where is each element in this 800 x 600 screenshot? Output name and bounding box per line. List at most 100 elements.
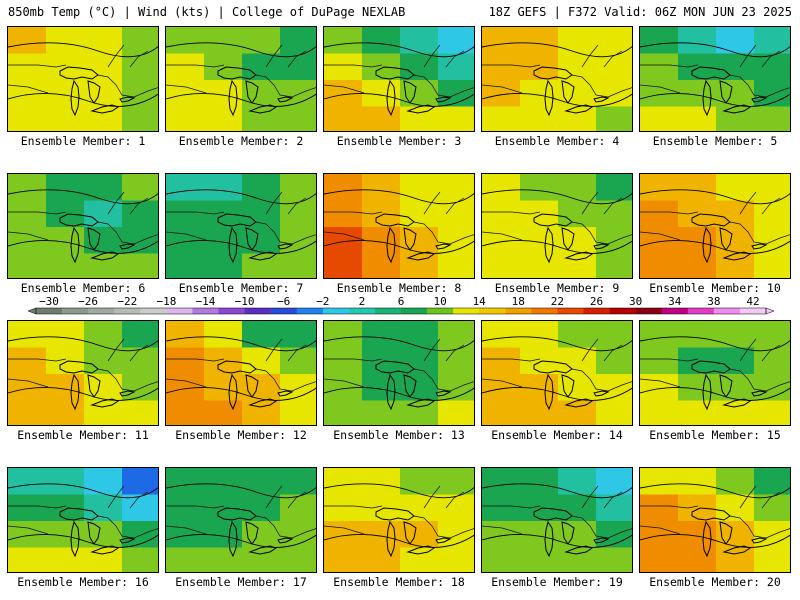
great-lakes-outline bbox=[435, 537, 452, 544]
geopotential-contour bbox=[482, 387, 632, 401]
temperature-cell bbox=[520, 106, 559, 131]
temperature-cell bbox=[558, 400, 597, 425]
state-border bbox=[571, 74, 632, 98]
temperature-cell bbox=[640, 253, 679, 278]
state-border bbox=[603, 50, 623, 68]
colorbar-tick-label: −26 bbox=[78, 296, 98, 308]
temperature-cell bbox=[46, 200, 85, 228]
temperature-cell bbox=[400, 347, 439, 375]
great-lakes-outline bbox=[70, 226, 80, 264]
temperature-cell bbox=[84, 547, 123, 572]
colorbar-bin bbox=[609, 308, 636, 314]
great-lakes-outline bbox=[564, 398, 594, 408]
temperature-cell bbox=[204, 174, 243, 202]
temperature-cell bbox=[482, 547, 521, 572]
temperature-cell bbox=[558, 227, 597, 255]
colorbar-tick-label: 6 bbox=[398, 296, 405, 308]
temperature-cell bbox=[84, 400, 123, 425]
state-border bbox=[8, 84, 49, 94]
state-border bbox=[739, 338, 757, 362]
colorbar-bin bbox=[322, 308, 350, 314]
great-lakes-outline bbox=[245, 521, 259, 545]
temperature-cell bbox=[482, 106, 521, 131]
temperature-cell bbox=[640, 174, 679, 202]
colorbar-bin bbox=[453, 308, 480, 314]
temperature-cell bbox=[520, 174, 559, 202]
geopotential-contour bbox=[8, 93, 158, 107]
temperature-map bbox=[640, 321, 790, 425]
great-lakes-outline bbox=[702, 520, 712, 558]
great-lakes-outline bbox=[403, 227, 417, 251]
temperature-cell bbox=[596, 468, 632, 496]
state-border bbox=[445, 197, 465, 215]
state-border bbox=[571, 515, 632, 539]
temperature-cell bbox=[204, 53, 243, 81]
great-lakes-outline bbox=[245, 227, 259, 251]
geopotential-contour bbox=[482, 93, 632, 107]
colorbar-bin bbox=[557, 308, 584, 314]
temperature-cell bbox=[678, 53, 717, 81]
state-border bbox=[423, 44, 441, 68]
temperature-cell bbox=[122, 174, 158, 202]
ensemble-member-panel bbox=[639, 467, 791, 573]
great-lakes-outline bbox=[248, 104, 278, 114]
ensemble-member-label: Ensemble Member: 18 bbox=[333, 575, 465, 589]
temperature-cell bbox=[84, 253, 123, 278]
temperature-map bbox=[324, 27, 474, 131]
great-lakes-outline bbox=[722, 545, 752, 555]
great-lakes-outline bbox=[119, 537, 136, 544]
temperature-cell bbox=[754, 400, 790, 425]
temperature-cell bbox=[362, 200, 401, 228]
state-border bbox=[166, 64, 225, 68]
temperature-cell bbox=[46, 347, 85, 375]
state-border bbox=[640, 84, 681, 94]
state-border bbox=[482, 378, 523, 388]
great-lakes-outline bbox=[59, 507, 99, 521]
temperature-cell bbox=[438, 253, 474, 278]
temperature-cell bbox=[678, 200, 717, 228]
temperature-cell bbox=[84, 321, 123, 349]
temperature-cell bbox=[596, 200, 632, 228]
temperature-cell bbox=[438, 321, 474, 349]
temperature-map bbox=[640, 174, 790, 278]
state-border bbox=[8, 378, 49, 388]
temperature-cell bbox=[166, 347, 205, 375]
temperature-cell bbox=[204, 468, 243, 496]
temperature-cell bbox=[8, 253, 47, 278]
temperature-cell bbox=[678, 27, 717, 55]
temperature-cell bbox=[558, 27, 597, 55]
great-lakes-outline bbox=[691, 66, 731, 80]
great-lakes-outline bbox=[248, 251, 278, 261]
temperature-cell bbox=[280, 200, 316, 228]
temperature-cell bbox=[520, 400, 559, 425]
temperature-cell bbox=[438, 27, 474, 55]
temperature-cell bbox=[122, 494, 158, 522]
temperature-cell bbox=[324, 53, 363, 81]
state-border bbox=[413, 368, 474, 392]
state-border bbox=[166, 378, 207, 388]
state-border bbox=[8, 211, 67, 215]
geopotential-contour bbox=[482, 189, 632, 205]
temperature-cell bbox=[640, 468, 679, 496]
temperature-cell bbox=[362, 253, 401, 278]
temperature-cell bbox=[400, 200, 439, 228]
state-border bbox=[255, 368, 316, 392]
great-lakes-outline bbox=[722, 104, 752, 114]
temperature-cell bbox=[362, 27, 401, 55]
temperature-cell bbox=[242, 174, 281, 202]
temperature-cell bbox=[716, 494, 755, 522]
temperature-cell bbox=[46, 494, 85, 522]
great-lakes-outline bbox=[722, 398, 752, 408]
temperature-cell bbox=[400, 106, 439, 131]
ensemble-member-label: Ensemble Member: 15 bbox=[649, 428, 781, 442]
great-lakes-outline bbox=[375, 213, 415, 227]
colorbar-outline bbox=[35, 307, 767, 315]
great-lakes-outline bbox=[561, 374, 575, 398]
state-border bbox=[729, 221, 790, 245]
temperature-cell bbox=[324, 468, 363, 496]
ensemble-member-panel bbox=[7, 26, 159, 132]
geopotential-contour bbox=[166, 483, 316, 499]
geopotential-contour bbox=[640, 240, 790, 254]
temperature-cell bbox=[204, 27, 243, 55]
temperature-cell bbox=[8, 468, 47, 496]
